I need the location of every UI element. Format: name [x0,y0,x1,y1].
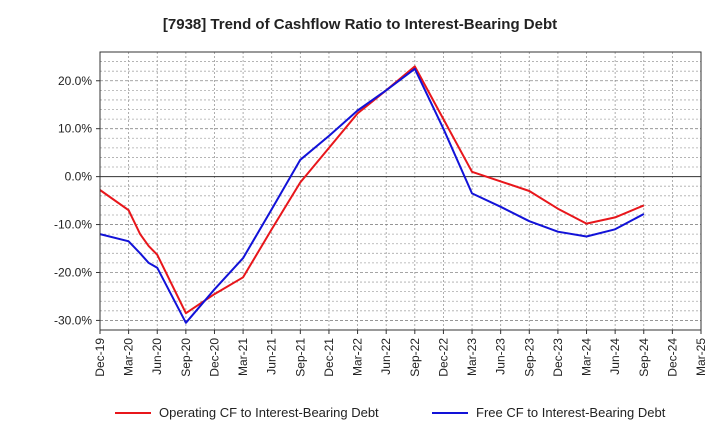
series-layer [99,65,645,324]
x-tick-label: Jun-23 [494,338,508,375]
series-line-0 [99,65,645,315]
x-tick-label: Dec-22 [436,338,450,377]
y-tick-label: -30.0% [54,313,92,327]
x-tick-label: Jun-22 [379,338,393,375]
x-tick-label: Dec-21 [322,338,336,377]
x-tick-label: Sep-21 [293,338,307,377]
x-tick-label: Dec-23 [551,338,565,377]
x-tick-label: Jun-21 [265,338,279,375]
x-tick-label: Sep-24 [637,338,651,377]
x-tick-label: Dec-24 [665,338,679,377]
y-tick-label: -20.0% [54,265,92,279]
x-tick-label: Mar-21 [236,338,250,376]
x-tick-label: Mar-24 [580,338,594,376]
x-tick-label: Dec-19 [93,338,107,377]
x-tick-label: Mar-20 [122,338,136,376]
y-tick-label: -10.0% [54,218,92,232]
y-tick-label: 10.0% [58,122,92,136]
series-line-1 [99,67,645,324]
legend-item-free-cf: Free CF to Interest-Bearing Debt [432,405,665,420]
legend-label-free-cf: Free CF to Interest-Bearing Debt [476,405,666,420]
y-tick-label: 0.0% [65,170,93,184]
legend-label-operating-cf: Operating CF to Interest-Bearing Debt [159,405,379,420]
x-tick-label: Sep-20 [179,338,193,377]
x-tick-label: Mar-22 [351,338,365,376]
chart-title: [7938] Trend of Cashflow Ratio to Intere… [162,16,558,33]
x-tick-label: Jun-20 [150,338,164,375]
x-tick-label: Dec-20 [207,338,221,377]
plot-area [100,52,701,330]
y-tick-label: 20.0% [58,74,92,88]
legend-item-operating-cf: Operating CF to Interest-Bearing Debt [115,405,379,420]
x-tick-label: Sep-22 [408,338,422,377]
axis-layer: 20.0% 10.0% 0.0% -10.0% -20.0% -30.0%Dec-19 Ma… [54,74,708,377]
x-tick-label: Mar-25 [694,338,708,376]
legend-swatch-operating-cf [115,411,151,414]
grid-layer [100,52,701,330]
plot-frame [99,51,702,331]
legend-swatch-free-cf [432,411,468,414]
x-tick-label: Mar-23 [465,338,479,376]
x-tick-label: Jun-24 [608,338,622,375]
x-tick-label: Sep-23 [522,338,536,377]
